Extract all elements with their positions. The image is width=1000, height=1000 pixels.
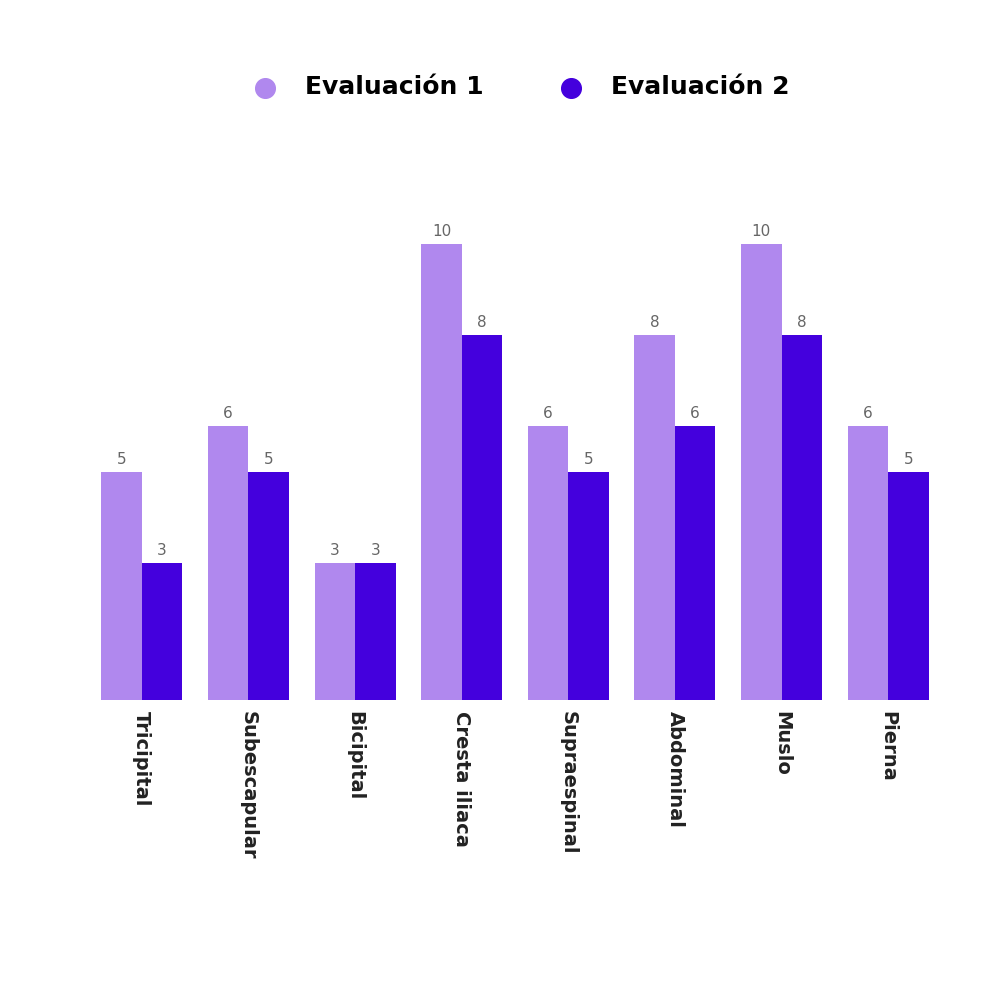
Text: 6: 6 bbox=[690, 406, 700, 421]
Text: 5: 5 bbox=[904, 452, 913, 467]
Bar bbox=[355, 563, 396, 700]
Text: 8: 8 bbox=[477, 315, 487, 330]
Text: 3: 3 bbox=[157, 543, 167, 558]
Bar bbox=[208, 426, 248, 700]
Text: 5: 5 bbox=[117, 452, 126, 467]
Text: 6: 6 bbox=[863, 406, 873, 421]
Bar bbox=[248, 472, 289, 700]
Text: 10: 10 bbox=[432, 224, 451, 239]
Bar bbox=[888, 472, 929, 700]
Bar bbox=[315, 563, 355, 700]
Text: 3: 3 bbox=[370, 543, 380, 558]
Bar bbox=[782, 335, 822, 700]
Bar bbox=[848, 426, 888, 700]
Text: 5: 5 bbox=[584, 452, 593, 467]
Bar bbox=[528, 426, 568, 700]
Bar bbox=[741, 244, 782, 700]
Text: 10: 10 bbox=[752, 224, 771, 239]
Text: 8: 8 bbox=[797, 315, 807, 330]
Text: 3: 3 bbox=[330, 543, 340, 558]
Bar bbox=[634, 335, 675, 700]
Legend: Evaluación 1, Evaluación 2: Evaluación 1, Evaluación 2 bbox=[228, 63, 802, 112]
Text: 5: 5 bbox=[264, 452, 274, 467]
Bar bbox=[421, 244, 462, 700]
Text: 8: 8 bbox=[650, 315, 659, 330]
Bar bbox=[568, 472, 609, 700]
Text: 6: 6 bbox=[223, 406, 233, 421]
Bar bbox=[675, 426, 715, 700]
Bar bbox=[101, 472, 142, 700]
Text: 6: 6 bbox=[543, 406, 553, 421]
Bar bbox=[142, 563, 182, 700]
Bar bbox=[462, 335, 502, 700]
